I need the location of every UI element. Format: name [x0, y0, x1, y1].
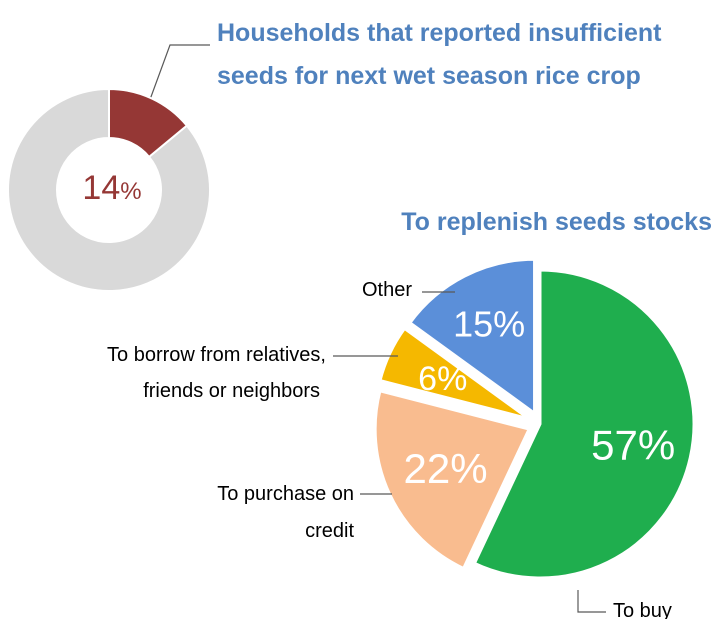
pie-slice-3 [408, 257, 537, 415]
donut-chart [7, 87, 211, 292]
label-other: Other [362, 279, 412, 301]
donut-remainder-segment [7, 87, 211, 292]
pie-slice-1 [373, 389, 531, 570]
pie-title: To replenish seeds stocks [401, 208, 712, 236]
donut-title-line-2: seeds for next wet season rice crop [217, 62, 641, 90]
label-buy: To buy [613, 600, 672, 619]
donut-center-label: 14% [82, 169, 141, 207]
label-borrow-line-2: friends or neighbors [143, 380, 320, 402]
donut-leader-line [147, 44, 210, 106]
label-credit-line-1: To purchase on [217, 483, 354, 505]
donut-center-value: 14 [82, 169, 120, 207]
leader-buy [577, 590, 606, 613]
pie-slice-value-label-3: 15% [453, 304, 525, 345]
pie-slice-value-label-2: 6% [418, 360, 467, 398]
pie-slice-value-label-0: 57% [591, 422, 675, 469]
label-borrow-line-1: To borrow from relatives, [107, 344, 326, 366]
pie-slice-2 [378, 326, 531, 421]
pie-slice-0 [472, 268, 696, 580]
donut-title-line-1: Households that reported insufficient [217, 19, 662, 47]
donut-highlight-segment [108, 87, 189, 159]
label-credit-line-2: credit [305, 520, 354, 542]
donut-center-unit: % [120, 178, 141, 205]
pie-chart: 57% 22% 6% 15% [373, 257, 696, 580]
pie-slice-value-label-1: 22% [404, 445, 488, 492]
